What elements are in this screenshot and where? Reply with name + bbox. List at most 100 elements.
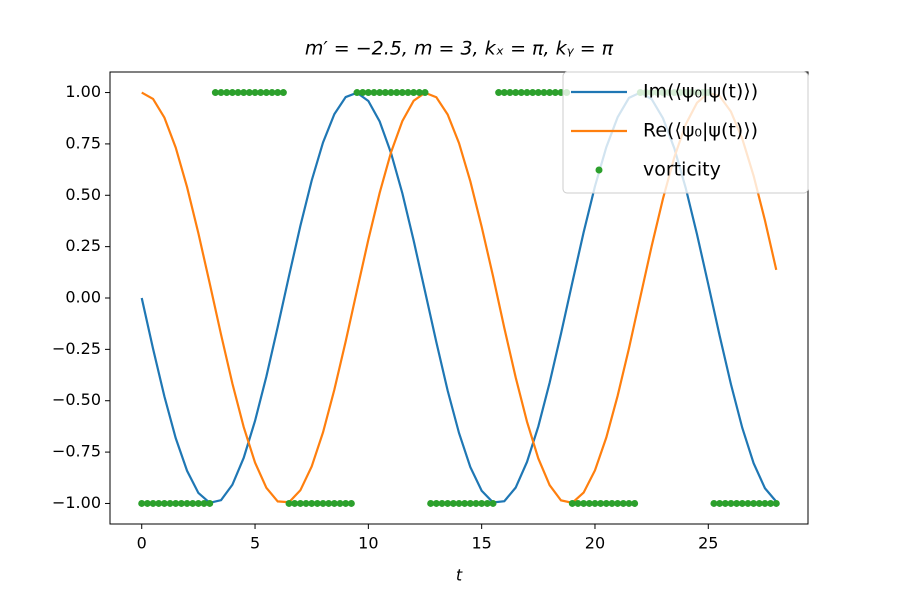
scatter-point [427, 499, 435, 507]
y-tick-label: 0.25 [65, 236, 101, 255]
scatter-point [772, 499, 780, 507]
scatter-point [330, 499, 338, 507]
scatter-point [313, 499, 321, 507]
scatter-point [489, 499, 497, 507]
scatter-point [523, 89, 531, 97]
legend-label: vorticity [643, 159, 721, 181]
scatter-point [710, 499, 718, 507]
scatter-point [177, 499, 185, 507]
x-tick-label: 10 [358, 534, 378, 553]
scatter-point [336, 499, 344, 507]
scatter-point [279, 89, 287, 97]
x-axis-label: t [456, 566, 463, 585]
scatter-point [325, 499, 333, 507]
scatter-point [631, 499, 639, 507]
scatter-point [597, 499, 605, 507]
scatter-point [483, 499, 491, 507]
scatter-point [262, 89, 270, 97]
scatter-point [268, 89, 276, 97]
scatter-point [415, 89, 423, 97]
y-tick-label: −1.00 [52, 493, 101, 512]
scatter-point [172, 499, 180, 507]
scatter-point [217, 89, 225, 97]
scatter-point [744, 499, 752, 507]
scatter-point [444, 499, 452, 507]
scatter-point [761, 499, 769, 507]
x-tick-label: 0 [137, 534, 147, 553]
scatter-point [750, 499, 758, 507]
scatter-point [614, 499, 622, 507]
scatter-point [376, 89, 384, 97]
scatter-point [716, 499, 724, 507]
legend-label: Re(⟨ψ₀|ψ(t)⟩) [643, 120, 758, 142]
scatter-point [551, 89, 559, 97]
scatter-point [721, 499, 729, 507]
scatter-point [438, 499, 446, 507]
scatter-point [432, 499, 440, 507]
scatter-point [291, 499, 299, 507]
scatter-point [506, 89, 514, 97]
scatter-point [585, 499, 593, 507]
x-tick-label: 5 [250, 534, 260, 553]
y-tick-label: −0.25 [52, 339, 101, 358]
axes-frame [109, 71, 809, 525]
scatter-point [228, 89, 236, 97]
scatter-point [404, 89, 412, 97]
x-tick-label: 25 [698, 534, 718, 553]
scatter-point [410, 89, 418, 97]
y-tick-label: 0.50 [65, 185, 101, 204]
scatter-point [155, 499, 163, 507]
y-tick-label: −0.75 [52, 442, 101, 461]
scatter-point [767, 499, 775, 507]
scatter-point [251, 89, 259, 97]
scatter-point [472, 499, 480, 507]
scatter-point [455, 499, 463, 507]
chart-title: m′ = −2.5, m = 3, kₓ = π, kᵧ = π [305, 38, 614, 60]
scatter-point [512, 89, 520, 97]
scatter-point [359, 89, 367, 97]
scatter-point [240, 89, 248, 97]
scatter-point [302, 499, 310, 507]
scatter-point [285, 499, 293, 507]
scatter-point [619, 499, 627, 507]
scatter-point [194, 499, 202, 507]
scatter-point [387, 89, 395, 97]
scatter-point [398, 89, 406, 97]
scatter-point [257, 89, 265, 97]
scatter-point [234, 89, 242, 97]
scatter-point [727, 499, 735, 507]
y-tick-label: 0.00 [65, 288, 101, 307]
legend-label: Im(⟨ψ₀|ψ(t)⟩) [643, 81, 758, 103]
scatter-point [353, 89, 361, 97]
scatter-point [308, 499, 316, 507]
scatter-point [602, 499, 610, 507]
scatter-point [206, 499, 214, 507]
legend-marker [595, 166, 603, 174]
scatter-point [189, 499, 197, 507]
scatter-point [529, 89, 537, 97]
scatter-point [138, 499, 146, 507]
scatter-point [342, 499, 350, 507]
scatter-point [183, 499, 191, 507]
scatter-point [540, 89, 548, 97]
y-tick-label: 0.75 [65, 133, 101, 152]
y-tick-label: 1.00 [65, 82, 101, 101]
scatter-point [495, 89, 503, 97]
scatter-point [245, 89, 253, 97]
scatter-point [580, 499, 588, 507]
scatter-point [223, 89, 231, 97]
scatter-point [625, 499, 633, 507]
scatter-point [274, 89, 282, 97]
scatter-point [381, 89, 389, 97]
scatter-point [574, 499, 582, 507]
scatter-point [393, 89, 401, 97]
scatter-point [421, 89, 429, 97]
scatter-point [211, 89, 219, 97]
scatter-point [296, 499, 304, 507]
scatter-point [478, 499, 486, 507]
scatter-point [347, 499, 355, 507]
legend-box [562, 71, 809, 194]
scatter-point [608, 499, 616, 507]
scatter-point [546, 89, 554, 97]
